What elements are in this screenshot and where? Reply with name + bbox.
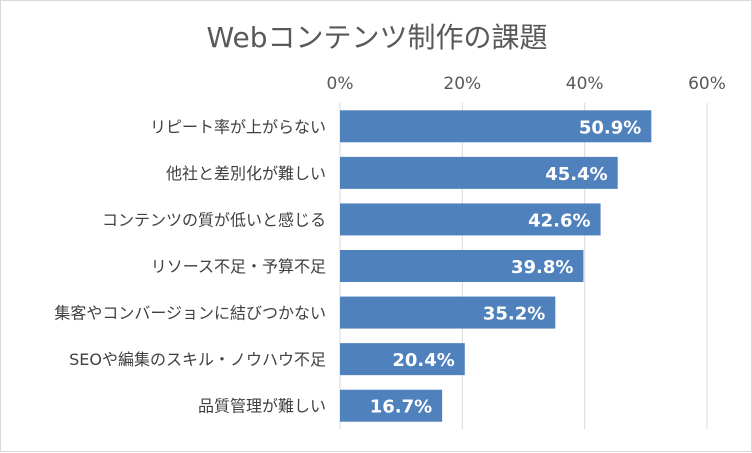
data-label: 45.4%	[545, 164, 607, 185]
category-label: 品質管理が難しい	[198, 397, 326, 416]
category-label: 集客やコンバージョンに結びつかない	[54, 304, 326, 323]
bars	[340, 110, 652, 422]
data-label: 42.6%	[528, 210, 590, 231]
x-tick-label: 0%	[327, 74, 354, 94]
category-labels: リピート率が上がらない他社と差別化が難しいコンテンツの質が低いと感じるリソース不…	[54, 117, 326, 415]
category-label: コンテンツの質が低いと感じる	[102, 210, 326, 229]
chart-title: Webコンテンツ制作の課題	[206, 21, 547, 54]
category-label: リピート率が上がらない	[150, 117, 326, 136]
x-tick-label: 60%	[688, 74, 726, 94]
bar	[340, 296, 556, 329]
bar	[340, 203, 601, 236]
data-label: 20.4%	[392, 350, 454, 371]
category-label: リソース不足・予算不足	[151, 257, 326, 276]
bar	[340, 343, 465, 376]
bar	[340, 250, 584, 282]
x-tick-label: 40%	[566, 74, 604, 94]
data-label: 16.7%	[370, 397, 432, 418]
data-labels: 50.9% 45.4% 42.6% 39.8% 35.2% 20.4% 16.7%	[370, 117, 642, 417]
bar	[340, 110, 652, 143]
bar	[340, 389, 443, 422]
x-axis-ticks: 0% 20% 40% 60%	[327, 74, 726, 94]
x-tick-label: 20%	[443, 74, 481, 94]
category-label: 他社と差別化が難しい	[166, 164, 326, 183]
data-label: 35.2%	[483, 304, 545, 325]
bar	[340, 156, 618, 189]
category-label: SEOや編集のスキル・ノウハウ不足	[69, 350, 326, 369]
data-label: 39.8%	[511, 257, 573, 278]
data-label: 50.9%	[579, 117, 641, 138]
